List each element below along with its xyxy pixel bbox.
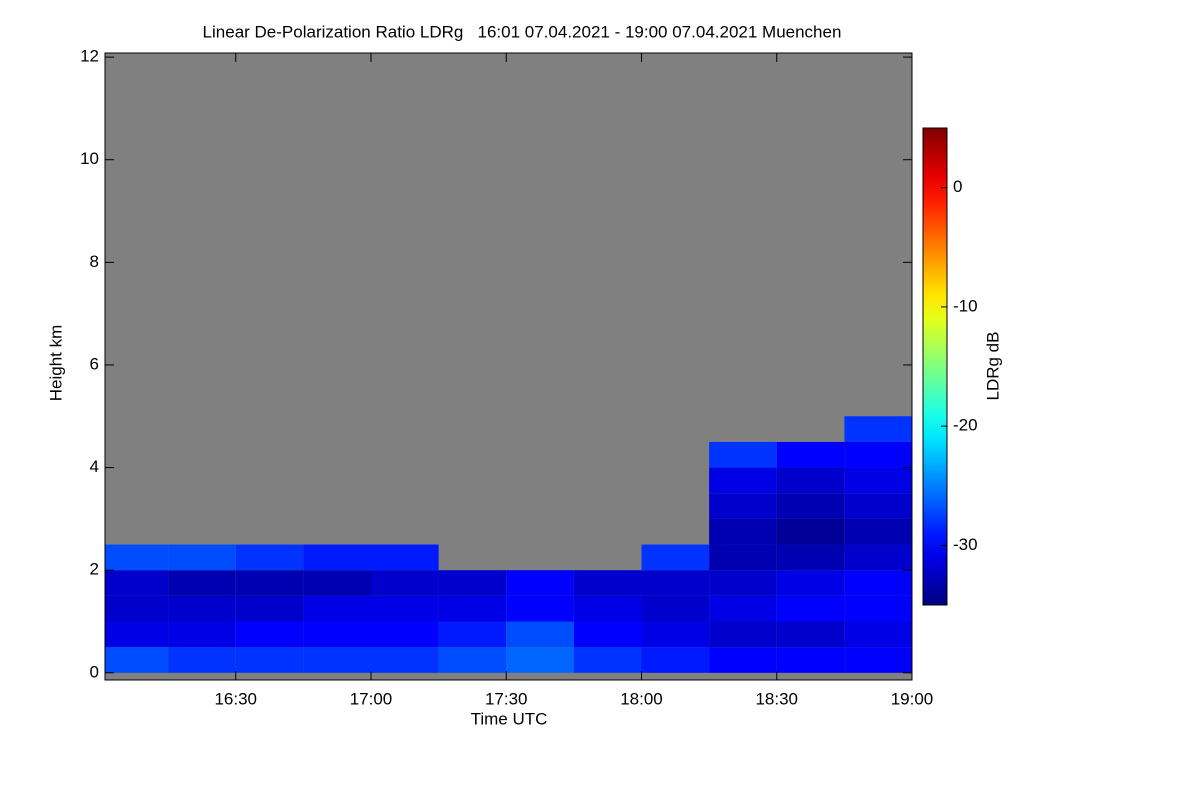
- heatmap-cell: [709, 621, 777, 648]
- heatmap-cell: [370, 621, 439, 648]
- heatmap-cell: [776, 570, 845, 596]
- y-tick-label: 0: [90, 662, 99, 681]
- heatmap-cell: [641, 621, 710, 648]
- heatmap-cell: [235, 570, 304, 596]
- heatmap-cell: [776, 441, 845, 468]
- heatmap-cell: [709, 493, 777, 519]
- heatmap-cell: [844, 441, 912, 468]
- heatmap-cell: [303, 595, 371, 622]
- heatmap-cell: [641, 570, 710, 596]
- heatmap-cell: [168, 647, 236, 673]
- heatmap-cell: [105, 647, 169, 673]
- heatmap-cell: [844, 518, 912, 545]
- heatmap-cell: [776, 647, 845, 673]
- colorbar-tick-label: -20: [953, 416, 978, 435]
- heatmap-cell: [844, 544, 912, 571]
- heatmap-cell: [844, 493, 912, 519]
- colorbar-tick-label: -10: [953, 296, 978, 315]
- heatmap-cell: [438, 570, 507, 596]
- y-tick-label: 4: [90, 457, 99, 476]
- heatmap-cell: [776, 518, 845, 545]
- heatmap-cell: [776, 621, 845, 648]
- heatmap-cell: [303, 647, 371, 673]
- heatmap-cell: [168, 621, 236, 648]
- y-tick-label: 6: [90, 354, 99, 373]
- colorbar-tick-label: 0: [953, 177, 962, 196]
- heatmap-cell: [506, 595, 574, 622]
- heatmap-cell: [506, 647, 574, 673]
- x-tick-label: 18:30: [755, 689, 798, 708]
- heatmap-cell: [573, 647, 642, 673]
- heatmap-cell: [105, 621, 169, 648]
- heatmap-cell: [370, 570, 439, 596]
- heatmap-cell: [709, 544, 777, 571]
- heatmap-cell: [506, 621, 574, 648]
- x-axis-label: Time UTC: [471, 709, 548, 728]
- chart-title: Linear De-Polarization Ratio LDRg 16:01 …: [203, 22, 842, 41]
- heatmap-cell: [370, 544, 439, 571]
- plot-frame: [104, 52, 913, 681]
- heatmap-cell: [438, 621, 507, 648]
- heatmap-cell: [776, 544, 845, 571]
- heatmap-cell: [168, 570, 236, 596]
- heatmap-cell: [573, 570, 642, 596]
- heatmap-cell: [709, 467, 777, 494]
- heatmap-cell: [105, 544, 169, 571]
- heatmap-cell: [235, 544, 304, 571]
- heatmap-cell: [709, 647, 777, 673]
- colorbar-label: LDRg dB: [983, 332, 1002, 401]
- heatmap-cell: [844, 416, 912, 442]
- x-tick-label: 17:00: [350, 689, 393, 708]
- heatmap-cell: [105, 595, 169, 622]
- heatmap-cell: [641, 647, 710, 673]
- colorbar: [922, 127, 948, 606]
- heatmap-cell: [844, 647, 912, 673]
- heatmap-cell: [776, 467, 845, 494]
- heatmap-cell: [641, 544, 710, 571]
- y-tick-label: 10: [80, 149, 99, 168]
- heatmap-cell: [709, 595, 777, 622]
- heatmap-cell: [844, 621, 912, 648]
- heatmap-cell: [235, 595, 304, 622]
- y-tick-label: 12: [80, 47, 99, 66]
- x-tick-label: 19:00: [891, 689, 934, 708]
- heatmap-cell: [105, 570, 169, 596]
- heatmap-cell: [303, 570, 371, 596]
- y-tick-label: 8: [90, 252, 99, 271]
- heatmap-cell: [168, 544, 236, 571]
- heatmap-cell: [506, 570, 574, 596]
- heatmap-cell: [709, 518, 777, 545]
- heatmap-cell: [235, 647, 304, 673]
- heatmap-cell: [303, 544, 371, 571]
- heatmap-cell: [844, 570, 912, 596]
- colorbar-tick-label: -30: [953, 535, 978, 554]
- heatmap-cell: [776, 493, 845, 519]
- heatmap-cell: [573, 595, 642, 622]
- heatmap-cell: [438, 595, 507, 622]
- heatmap-cell: [573, 621, 642, 648]
- x-tick-label: 16:30: [214, 689, 257, 708]
- heatmap-cell: [370, 595, 439, 622]
- heatmap-cell: [641, 595, 710, 622]
- heatmap-cell: [168, 595, 236, 622]
- heatmap-cell: [776, 595, 845, 622]
- x-tick-label: 18:00: [620, 689, 663, 708]
- y-tick-label: 2: [90, 560, 99, 579]
- x-tick-label: 17:30: [485, 689, 528, 708]
- y-axis-label: Height km: [46, 325, 65, 402]
- heatmap-cell: [709, 570, 777, 596]
- heatmap-cell: [438, 647, 507, 673]
- heatmap-cell: [709, 441, 777, 468]
- heatmap-cell: [370, 647, 439, 673]
- heatmap-cell: [235, 621, 304, 648]
- heatmap-cell: [303, 621, 371, 648]
- heatmap-cell: [844, 595, 912, 622]
- heatmap-cell: [844, 467, 912, 494]
